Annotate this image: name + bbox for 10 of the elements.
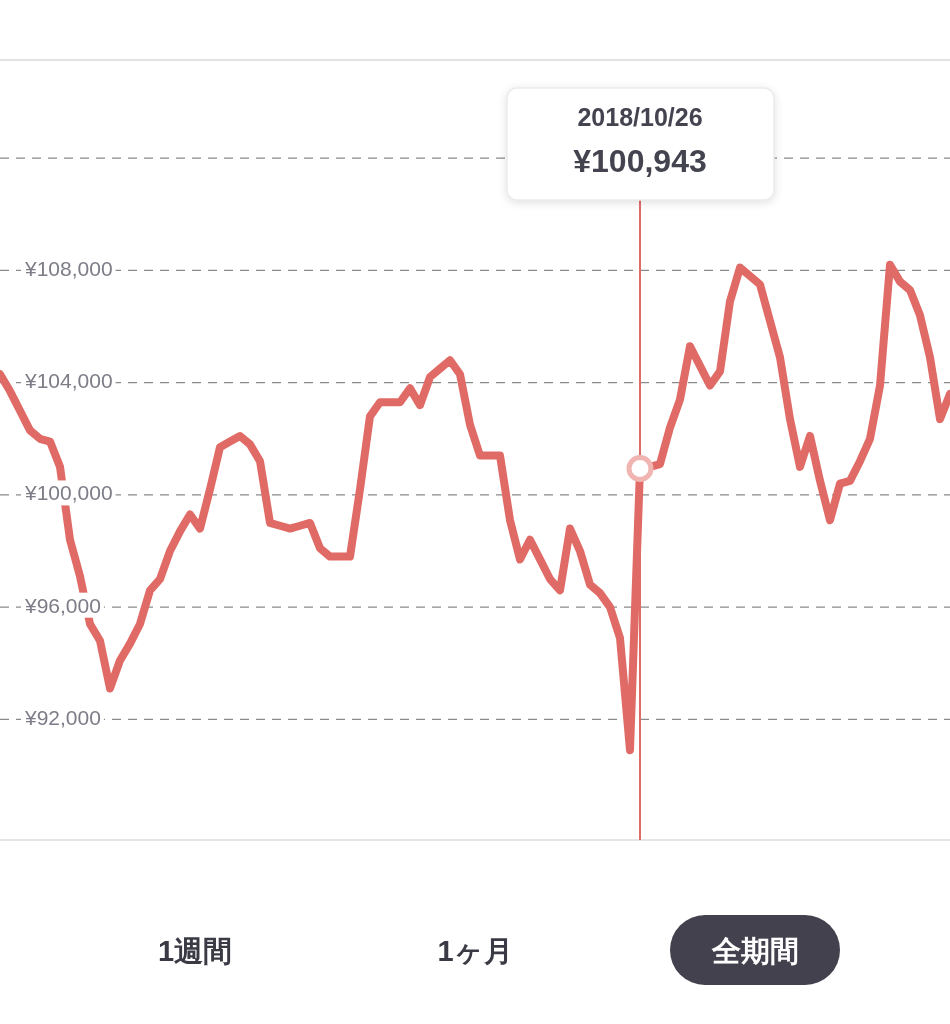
annotation: 2018/10/26	[577, 103, 703, 131]
text: 全期間	[710, 935, 799, 967]
y-tick-label: ¥92,000	[24, 705, 101, 729]
y-tick-label: ¥108,000	[24, 256, 113, 280]
annotation: ¥100,943	[573, 143, 707, 179]
text: 1ヶ月	[437, 935, 513, 967]
y-tick-label: ¥96,000	[24, 593, 101, 617]
text: 1週間	[157, 935, 233, 967]
y-tick-label: ¥100,000	[24, 481, 113, 505]
y-tick-label: ¥104,000	[24, 369, 113, 393]
